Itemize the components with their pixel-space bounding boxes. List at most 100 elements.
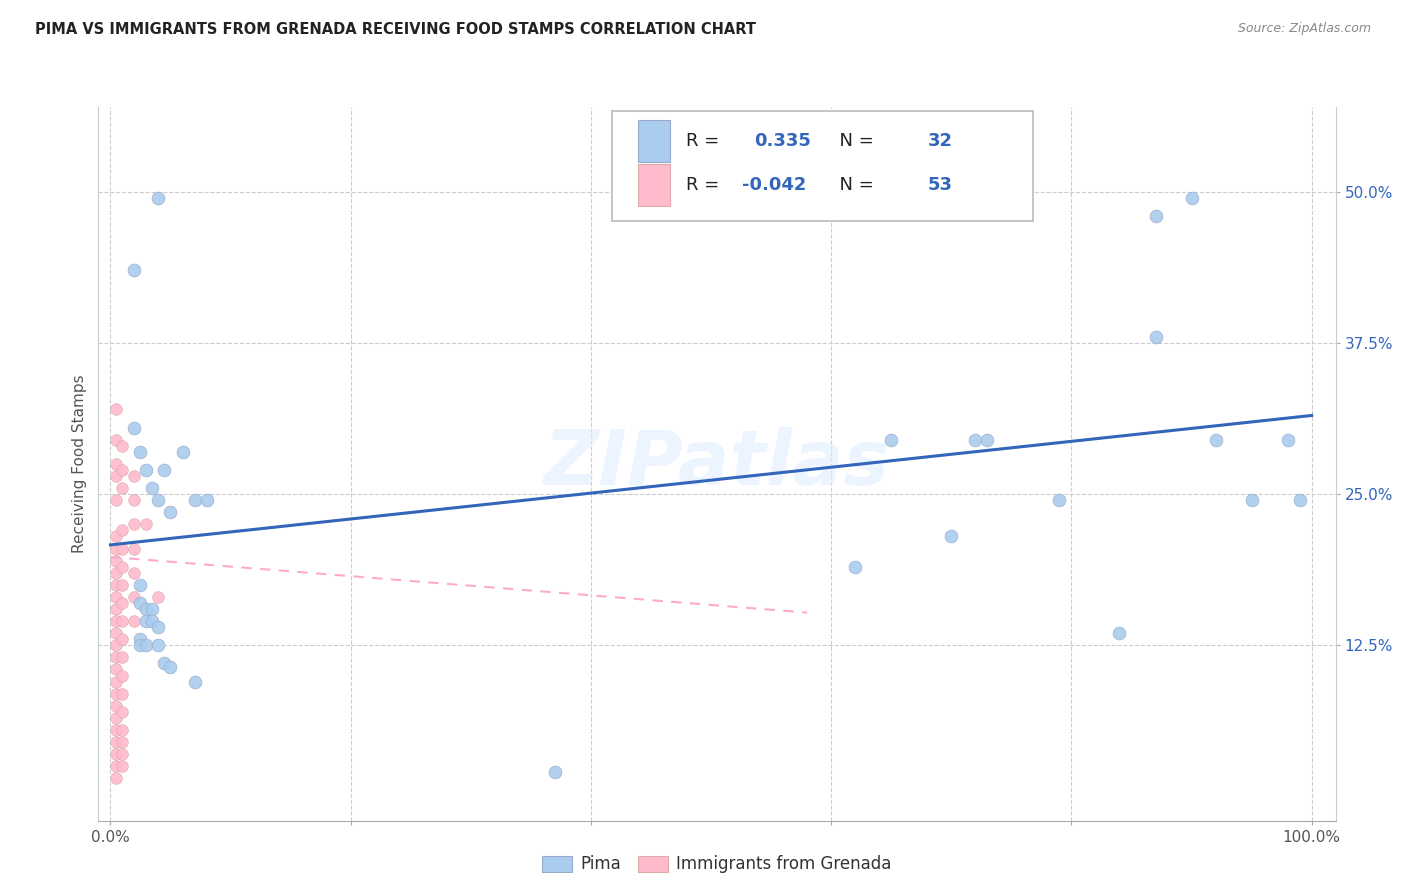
FancyBboxPatch shape (612, 111, 1032, 221)
Text: R =: R = (686, 177, 725, 194)
Point (105, 759, 128, 773)
Point (124, 469, 146, 483)
Point (124, 614, 146, 628)
Point (105, 650, 128, 665)
Point (105, 529, 128, 543)
Text: 0.335: 0.335 (754, 132, 811, 150)
Point (1277, 433, 1299, 447)
Point (153, 463, 176, 477)
Point (105, 698, 128, 713)
Point (105, 469, 128, 483)
Point (135, 638, 157, 652)
Point (124, 420, 146, 434)
Point (153, 657, 176, 671)
Point (111, 668, 134, 682)
Text: -0.042: -0.042 (742, 177, 806, 194)
Point (1144, 330, 1167, 344)
Point (111, 481, 134, 495)
Point (1180, 191, 1202, 205)
Text: N =: N = (828, 132, 880, 150)
Point (141, 614, 163, 628)
Point (976, 433, 998, 447)
Text: R =: R = (686, 132, 725, 150)
Point (941, 529, 963, 543)
Point (105, 493, 128, 508)
Point (965, 433, 987, 447)
Point (880, 433, 903, 447)
Text: N =: N = (828, 177, 880, 194)
Point (129, 638, 152, 652)
Point (105, 663, 128, 677)
Point (172, 444, 194, 458)
Point (183, 493, 205, 508)
Point (105, 687, 128, 701)
Point (844, 559, 866, 574)
Point (1240, 493, 1263, 508)
Point (105, 457, 128, 471)
Point (105, 553, 128, 567)
Point (141, 602, 163, 616)
Point (159, 505, 181, 519)
Point (124, 517, 146, 532)
Point (135, 517, 157, 532)
Point (129, 444, 152, 458)
Point (105, 723, 128, 737)
Point (148, 638, 170, 652)
Point (1288, 493, 1310, 508)
Point (105, 433, 128, 447)
Point (105, 638, 128, 652)
Point (135, 463, 157, 477)
Point (105, 602, 128, 616)
Point (105, 614, 128, 628)
Point (111, 439, 134, 453)
Point (135, 614, 157, 628)
Point (148, 620, 170, 634)
Point (105, 735, 128, 749)
Point (105, 402, 128, 417)
Point (124, 493, 146, 508)
Y-axis label: Receiving Food Stamps: Receiving Food Stamps (72, 375, 87, 553)
Point (1144, 209, 1167, 223)
Point (111, 596, 134, 610)
Point (544, 765, 567, 780)
Point (183, 674, 205, 689)
Point (105, 590, 128, 604)
Point (111, 735, 134, 749)
Point (111, 463, 134, 477)
Legend: Pima, Immigrants from Grenada: Pima, Immigrants from Grenada (536, 849, 898, 880)
Point (1047, 493, 1070, 508)
Point (129, 596, 152, 610)
Point (111, 759, 134, 773)
Point (111, 705, 134, 719)
Point (148, 590, 170, 604)
Text: PIMA VS IMMIGRANTS FROM GRENADA RECEIVING FOOD STAMPS CORRELATION CHART: PIMA VS IMMIGRANTS FROM GRENADA RECEIVIN… (35, 22, 756, 37)
Point (135, 602, 157, 616)
Point (105, 772, 128, 786)
Point (105, 711, 128, 725)
Point (141, 481, 163, 495)
Point (105, 626, 128, 640)
Point (159, 660, 181, 674)
Point (1108, 626, 1130, 640)
Point (111, 541, 134, 556)
Point (124, 541, 146, 556)
Point (1205, 433, 1227, 447)
Text: 53: 53 (928, 177, 952, 194)
Text: Source: ZipAtlas.com: Source: ZipAtlas.com (1237, 22, 1371, 36)
Point (105, 566, 128, 580)
Point (111, 578, 134, 592)
Point (111, 747, 134, 761)
Point (195, 493, 218, 508)
Text: 32: 32 (928, 132, 952, 150)
Point (111, 632, 134, 647)
Point (111, 559, 134, 574)
FancyBboxPatch shape (638, 164, 671, 206)
Point (124, 263, 146, 277)
Point (111, 524, 134, 538)
Point (105, 674, 128, 689)
Point (105, 578, 128, 592)
Point (111, 687, 134, 701)
Point (124, 566, 146, 580)
Point (105, 747, 128, 761)
Point (129, 632, 152, 647)
